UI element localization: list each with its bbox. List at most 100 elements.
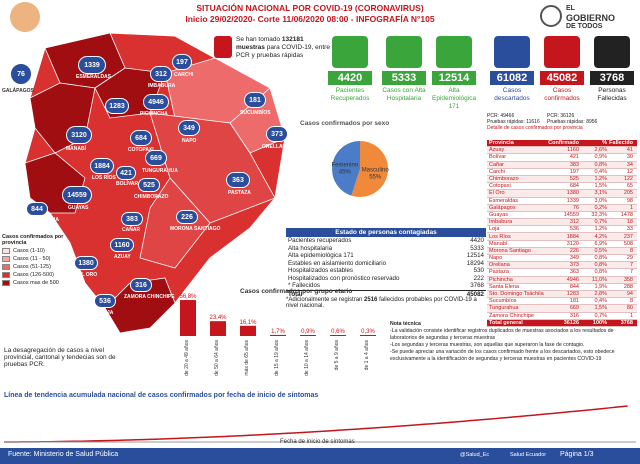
table-cell: 349 (569, 255, 579, 262)
age-value-label: 1,7% (271, 329, 285, 335)
table-cell: Orellana (489, 262, 510, 269)
tested-c: para COVID-19, entre PCR y pruebas rápid… (236, 44, 330, 59)
table-cell: 1,2% (594, 226, 607, 233)
card-value: 4420 (328, 71, 372, 85)
bubble-bolivar: 421 (116, 166, 136, 180)
footer-facebook[interactable]: Salud Ecuador (510, 452, 547, 458)
table-cell: Cañar (489, 161, 504, 168)
minus-icon (494, 36, 530, 68)
table-row: Cotopaxi 684 1,5% 65 (487, 183, 637, 191)
label-cotopaxi: COTOPAXI (128, 147, 154, 153)
status-row: Pacientes recuperados 4420 (286, 237, 486, 245)
label-galapagos: GALÁPAGOS (2, 88, 34, 94)
table-cell: 181 (569, 298, 579, 305)
table-cell: 11,0% (591, 276, 607, 283)
table-row: Bolívar 421 0,9% 30 (487, 154, 637, 162)
status-cell: 12514 (466, 252, 484, 259)
table-cell: 33 (626, 226, 633, 233)
card-value: 61082 (490, 71, 534, 85)
table-row: Orellana 373 0,8% 7 (487, 262, 637, 270)
legend-item: Casos (51-125) (2, 264, 72, 270)
bubble-loja: 536 (94, 294, 116, 308)
bubble-azuay: 1160 (110, 238, 134, 252)
legend-swatch (2, 280, 10, 286)
legend-label: Casos (11 - 50) (13, 256, 51, 262)
table-row: Provincia Confirmado% Fallecido (487, 140, 637, 148)
table-cell: 508 (623, 240, 633, 247)
card-value: 3768 (590, 71, 634, 85)
note-line: -Los segundas y terceras muestras, son a… (390, 342, 585, 348)
age-chart-title: Casos confirmados por grupo etario (240, 288, 353, 295)
label-morona: MORONA SANTIAGO (170, 226, 221, 232)
status-title: Estado de personas contagiadas (286, 228, 486, 237)
map-legend: Casos confirmados por provincia Casos (1… (2, 234, 72, 286)
bubble-el-oro: 1380 (74, 256, 98, 270)
table-cell: 4946 (566, 276, 579, 283)
label-carchi: CARCHI (174, 72, 194, 78)
hospital-icon (386, 36, 422, 68)
bubble-esmeraldas: 1339 (78, 56, 106, 74)
pie-label: Masculino (362, 167, 390, 173)
table-cell: 226 (569, 247, 579, 254)
table-row: Pastaza 363 0,8% 7 (487, 269, 637, 277)
label-bolivar: BOLÍVAR (116, 181, 139, 187)
table-cell: 0,4% (594, 168, 607, 175)
table-cell: 1 (629, 312, 633, 319)
bubble-tungurahua: 669 (145, 150, 167, 166)
bubble-napo: 349 (178, 120, 200, 136)
table-cell: 0,7% (594, 219, 607, 226)
age-bar (360, 335, 376, 336)
table-cell: 122 (623, 176, 633, 183)
table-cell: 65 (626, 183, 633, 190)
trend-line (3, 405, 636, 443)
table-cell: 363 (569, 269, 579, 276)
table-cell: Morona Santiago (489, 247, 531, 254)
status-cell: Hospitalizados estables (288, 267, 354, 274)
table-cell: Pichincha (489, 276, 513, 283)
footer-twitter[interactable]: @Salud_Ec (460, 452, 490, 458)
summary-card: 3768 Personas Fallecidas (590, 36, 634, 103)
table-cell: 421 (569, 154, 579, 161)
province-table: Provincia Confirmado% Fallecido Azuay 1160 2,… (487, 140, 637, 327)
table-cell: 1478 (620, 211, 633, 218)
table-row: Cañar 383 0,8% 34 (487, 161, 637, 169)
table-cell: 684 (569, 183, 579, 190)
check-icon (544, 36, 580, 68)
header: SITUACIÓN NACIONAL POR COVID-19 (CORONAV… (0, 0, 640, 32)
status-row: Hospitalizados estables 530 (286, 267, 486, 275)
table-cell: Cotopaxi (489, 183, 511, 190)
age-value-label: 0,9% (301, 329, 315, 335)
legend-label: Casos (51-125) (13, 264, 51, 270)
age-chart: Casos confirmados por grupo etario 56,8%… (140, 288, 406, 378)
trend-xlabel: Fecha de inicio de síntomas (280, 439, 355, 445)
test-tube-icon (214, 36, 232, 58)
status-row: Alta epidemiológica 171 12514 (286, 252, 486, 260)
note-line: -La validación consiste identificar regi… (390, 328, 614, 341)
bubble-sucumbios: 181 (244, 92, 266, 108)
label-azuay: AZUAY (114, 254, 131, 260)
legend-swatch (2, 264, 10, 270)
table-cell: Chimborazo (489, 176, 519, 183)
pcr-confirmados: PCR: 36126 (547, 113, 575, 119)
bubble-manabi: 3120 (66, 126, 92, 144)
table-cell: Galápagos (489, 204, 516, 211)
summary-card: 61082 Casos descartados (490, 36, 534, 103)
age-value-label: 23,4% (209, 315, 227, 321)
table-cell: Napo (489, 255, 503, 262)
footer-source: Fuente: Ministerio de Salud Pública (8, 451, 119, 458)
table-row: Morona Santiago 226 0,5% 8 (487, 247, 637, 255)
table-cell: Imbabura (489, 219, 513, 226)
label-los-rios: LOS RÍOS (92, 175, 116, 181)
card-label: Personas Fallecidas (597, 87, 627, 102)
age-bar (240, 325, 256, 336)
bubble-sto-domingo: 1283 (105, 98, 129, 114)
table-cell: 7 (629, 269, 633, 276)
label-tungurahua: TUNGURAHUA (142, 168, 178, 174)
label-canar: CAÑAR (122, 227, 141, 233)
table-cell: Tungurahua (489, 305, 519, 312)
table-cell: 669 (569, 305, 579, 312)
pie-pct: 45% (339, 170, 352, 176)
table-cell: 80 (626, 305, 633, 312)
table-cell: 2,8% (594, 291, 607, 298)
